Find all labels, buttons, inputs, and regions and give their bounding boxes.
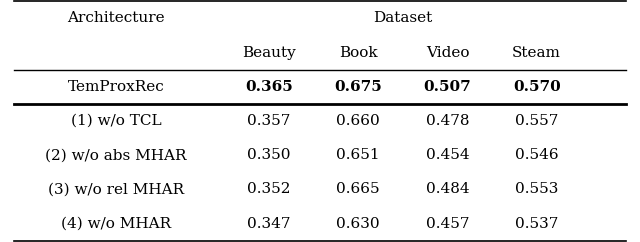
- Text: 0.546: 0.546: [515, 148, 559, 162]
- Text: 0.478: 0.478: [426, 114, 469, 128]
- Text: (2) w/o abs MHAR: (2) w/o abs MHAR: [45, 148, 187, 162]
- Text: Video: Video: [426, 46, 469, 60]
- Text: 0.630: 0.630: [337, 217, 380, 231]
- Text: 0.357: 0.357: [247, 114, 291, 128]
- Text: Architecture: Architecture: [67, 11, 165, 25]
- Text: 0.675: 0.675: [334, 80, 382, 94]
- Text: 0.507: 0.507: [424, 80, 471, 94]
- Text: (3) w/o rel MHAR: (3) w/o rel MHAR: [48, 182, 184, 196]
- Text: (1) w/o TCL: (1) w/o TCL: [71, 114, 161, 128]
- Text: 0.457: 0.457: [426, 217, 469, 231]
- Text: 0.570: 0.570: [513, 80, 561, 94]
- Text: 0.660: 0.660: [337, 114, 380, 128]
- Text: TemProxRec: TemProxRec: [68, 80, 164, 94]
- Text: 0.537: 0.537: [515, 217, 558, 231]
- Text: (4) w/o MHAR: (4) w/o MHAR: [61, 217, 171, 231]
- Text: 0.665: 0.665: [337, 182, 380, 196]
- Text: 0.350: 0.350: [247, 148, 291, 162]
- Text: Dataset: Dataset: [373, 11, 433, 25]
- Text: Book: Book: [339, 46, 378, 60]
- Text: 0.352: 0.352: [247, 182, 291, 196]
- Text: 0.347: 0.347: [247, 217, 291, 231]
- Text: 0.484: 0.484: [426, 182, 469, 196]
- Text: 0.365: 0.365: [245, 80, 293, 94]
- Text: 0.553: 0.553: [515, 182, 558, 196]
- Text: 0.454: 0.454: [426, 148, 469, 162]
- Text: Steam: Steam: [512, 46, 561, 60]
- Text: Beauty: Beauty: [242, 46, 296, 60]
- Text: 0.557: 0.557: [515, 114, 558, 128]
- Text: 0.651: 0.651: [337, 148, 380, 162]
